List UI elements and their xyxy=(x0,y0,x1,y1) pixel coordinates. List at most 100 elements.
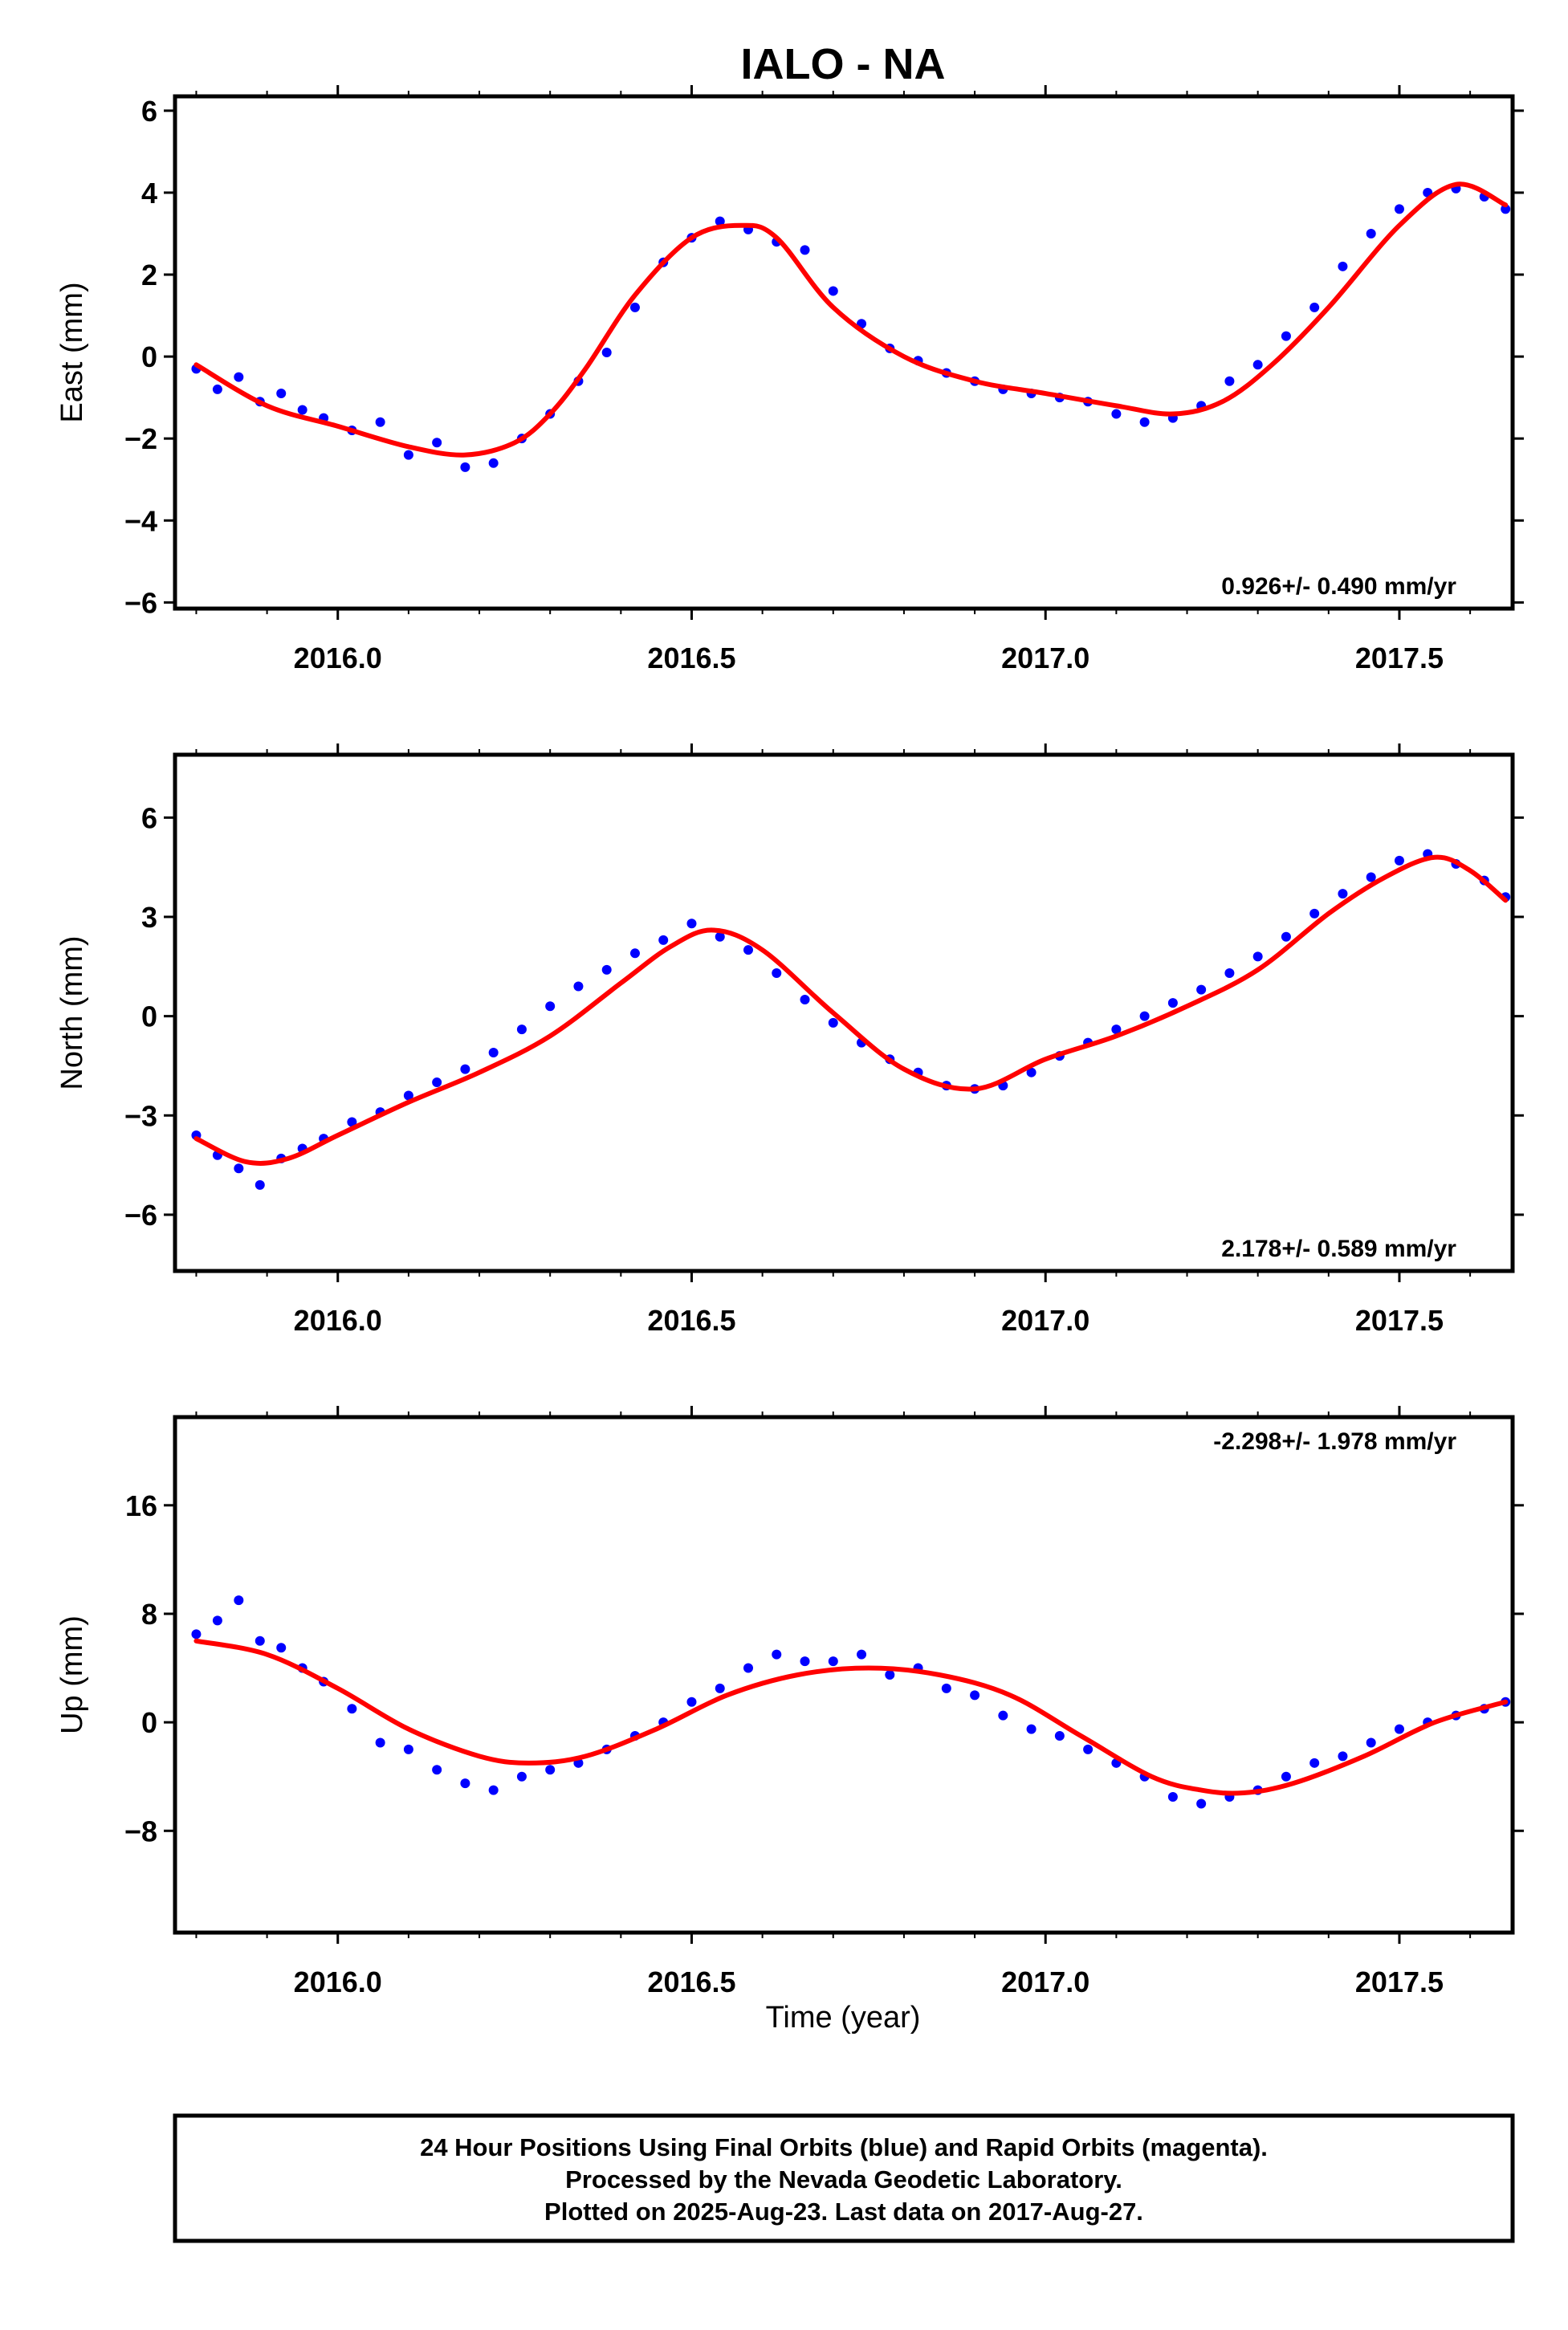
data-point xyxy=(488,458,499,468)
panel-up: 2016.0 2016.5 2017.0 2017.5 −8 0 8 16 Up (mm) -2.… xyxy=(55,1406,1524,1998)
data-point xyxy=(1224,968,1235,979)
y-tick-label: −8 xyxy=(124,1815,157,1847)
data-point xyxy=(234,372,244,382)
data-point xyxy=(1196,984,1207,995)
data-point xyxy=(1338,261,1348,271)
data-point xyxy=(1394,855,1404,866)
y-axis-label-north: North (mm) xyxy=(55,935,89,1090)
data-point xyxy=(800,1656,810,1667)
data-point xyxy=(432,1077,442,1088)
data-point xyxy=(629,302,640,312)
data-point xyxy=(432,1765,442,1775)
panel-frame xyxy=(173,752,1515,1273)
data-point xyxy=(1026,1724,1037,1734)
data-point xyxy=(828,286,838,296)
y-tick-label: −6 xyxy=(124,586,157,619)
data-point xyxy=(276,1643,287,1653)
data-point xyxy=(715,216,725,226)
x-tick-label: 2016.0 xyxy=(294,1965,382,1998)
plot-area-north xyxy=(191,849,1511,1190)
data-point xyxy=(432,438,442,448)
data-point xyxy=(828,1656,838,1667)
data-point xyxy=(488,1785,499,1795)
fit-curve xyxy=(193,181,1509,458)
data-point xyxy=(375,417,385,427)
y-tick-label: −2 xyxy=(124,422,157,455)
data-point xyxy=(1394,1724,1404,1734)
data-point xyxy=(1111,409,1122,419)
data-point xyxy=(658,935,669,945)
chart-title: IALO - NA xyxy=(741,40,946,88)
data-point xyxy=(276,389,287,399)
data-point xyxy=(1281,931,1291,942)
data-point xyxy=(234,1595,244,1606)
data-point xyxy=(772,1649,782,1660)
data-point xyxy=(573,981,584,992)
data-point xyxy=(545,1765,556,1775)
data-point xyxy=(743,945,753,955)
data-point xyxy=(1167,1792,1178,1802)
data-point xyxy=(375,1737,385,1748)
data-point xyxy=(347,1117,357,1127)
y-axis-label-east: East (mm) xyxy=(55,282,89,422)
data-point xyxy=(297,405,307,415)
data-point xyxy=(403,1090,413,1101)
data-point xyxy=(1111,1024,1122,1035)
footer-box: 24 Hour Positions Using Final Orbits (bl… xyxy=(173,2113,1515,2243)
rate-label-up: -2.298+/- 1.978 mm/yr xyxy=(1213,1428,1456,1455)
data-point xyxy=(234,1163,244,1174)
data-point xyxy=(1026,1067,1037,1077)
data-point xyxy=(1394,204,1404,214)
data-point xyxy=(1366,228,1376,238)
data-point xyxy=(800,995,810,1005)
data-point xyxy=(460,462,470,472)
y-tick-label: 8 xyxy=(141,1598,157,1631)
x-tick-label: 2016.0 xyxy=(294,1304,382,1337)
data-point xyxy=(629,948,640,959)
panel-frame xyxy=(173,94,1515,611)
data-point xyxy=(686,1697,697,1707)
footer-line-2: Processed by the Nevada Geodetic Laborat… xyxy=(565,2165,1122,2194)
data-point xyxy=(212,384,222,394)
data-point xyxy=(1309,1758,1320,1768)
data-point xyxy=(1309,302,1320,312)
y-tick-label: 6 xyxy=(141,95,157,128)
data-point xyxy=(800,245,810,255)
data-point xyxy=(686,919,697,929)
x-tick-label: 2017.0 xyxy=(1001,1304,1089,1337)
y-tick-label: 0 xyxy=(141,340,157,373)
data-point xyxy=(1309,908,1320,919)
data-point xyxy=(941,1683,951,1693)
data-point xyxy=(1366,872,1376,882)
x-tick-label: 2017.5 xyxy=(1355,1965,1444,1998)
data-point xyxy=(1281,1771,1291,1782)
data-point xyxy=(1139,417,1150,427)
footer-frame xyxy=(173,2113,1515,2243)
data-point xyxy=(857,1649,867,1660)
data-point xyxy=(545,1001,556,1012)
fit-curve xyxy=(193,854,1509,1166)
y-tick-label: 2 xyxy=(141,259,157,291)
x-axis-label: Time (year) xyxy=(766,2001,921,2035)
x-tick-label: 2016.5 xyxy=(647,1965,735,1998)
fit-curve xyxy=(193,1638,1509,1796)
data-point xyxy=(212,1615,222,1626)
data-point xyxy=(1281,331,1291,341)
data-point xyxy=(403,1744,413,1754)
rate-label-north: 2.178+/- 0.589 mm/yr xyxy=(1221,1236,1456,1262)
x-tick-label: 2016.5 xyxy=(647,642,735,674)
data-point xyxy=(1501,204,1511,214)
data-point xyxy=(828,1017,838,1028)
data-point xyxy=(191,1629,202,1640)
data-point xyxy=(255,1635,265,1646)
x-tick-label: 2017.5 xyxy=(1355,642,1444,674)
y-tick-label: −4 xyxy=(124,504,157,537)
data-point xyxy=(516,1771,527,1782)
x-tick-label: 2017.0 xyxy=(1001,1965,1089,1998)
data-point xyxy=(403,450,413,460)
data-point xyxy=(1167,998,1178,1008)
plot-area-up xyxy=(191,1595,1511,1809)
y-tick-label: 16 xyxy=(125,1489,157,1522)
rate-label-east: 0.926+/- 0.490 mm/yr xyxy=(1221,573,1456,600)
